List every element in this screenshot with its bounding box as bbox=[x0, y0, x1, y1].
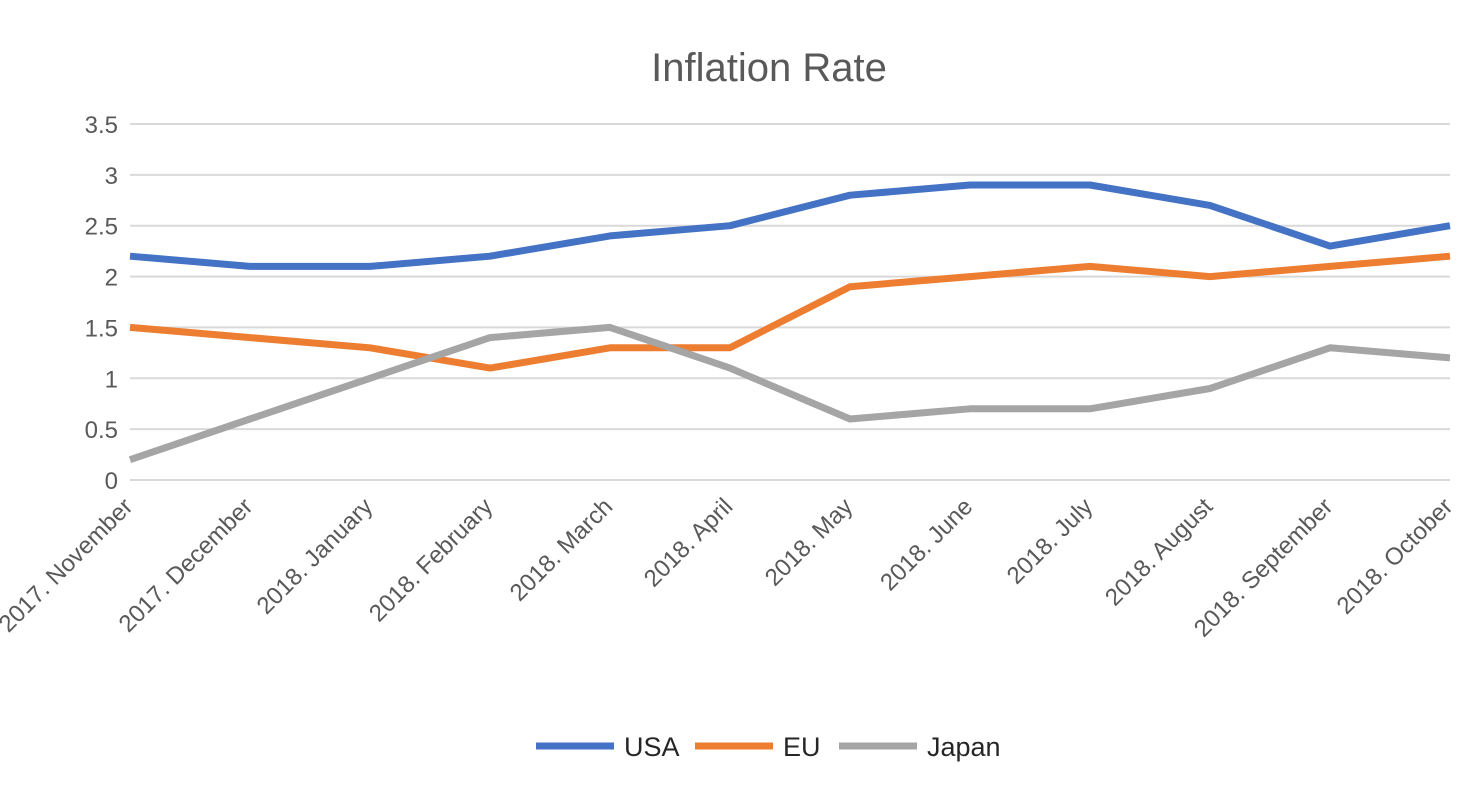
y-tick-label: 1 bbox=[105, 366, 118, 393]
series-line-usa bbox=[129, 181, 1451, 270]
y-tick-label: 0.5 bbox=[85, 417, 118, 444]
x-tick-label: 2018. October bbox=[1332, 493, 1459, 620]
x-tick-label: 2018. January bbox=[252, 493, 379, 620]
y-tick-label: 3.5 bbox=[85, 112, 118, 139]
series-line-japan bbox=[128, 323, 1451, 464]
gridlines bbox=[130, 123, 1450, 481]
series-line-eu bbox=[129, 252, 1451, 372]
y-tick-label: 3 bbox=[105, 163, 118, 190]
legend: USA EU Japan bbox=[536, 732, 1001, 762]
y-tick-label: 1.5 bbox=[85, 315, 118, 342]
legend-label-usa: USA bbox=[624, 732, 680, 762]
x-tick-label: 2018. May bbox=[760, 493, 858, 591]
series-lines bbox=[128, 181, 1451, 464]
chart-title: Inflation Rate bbox=[651, 46, 887, 90]
x-tick-label: 2018. February bbox=[364, 493, 498, 627]
x-tick-label: 2018. July bbox=[1002, 493, 1098, 589]
legend-label-japan: Japan bbox=[927, 732, 1001, 762]
x-tick-label: 2018. June bbox=[875, 493, 978, 596]
y-axis-tick-labels: 0 0.5 1 1.5 2 2.5 3 3.5 bbox=[85, 112, 118, 495]
y-tick-label: 2.5 bbox=[85, 214, 118, 241]
x-tick-label: 2018. March bbox=[505, 493, 618, 606]
legend-label-eu: EU bbox=[783, 732, 821, 762]
y-tick-label: 2 bbox=[105, 265, 118, 292]
x-tick-label: 2018. August bbox=[1100, 493, 1218, 611]
x-tick-label: 2018. April bbox=[639, 493, 738, 592]
y-tick-label: 0 bbox=[105, 468, 118, 495]
